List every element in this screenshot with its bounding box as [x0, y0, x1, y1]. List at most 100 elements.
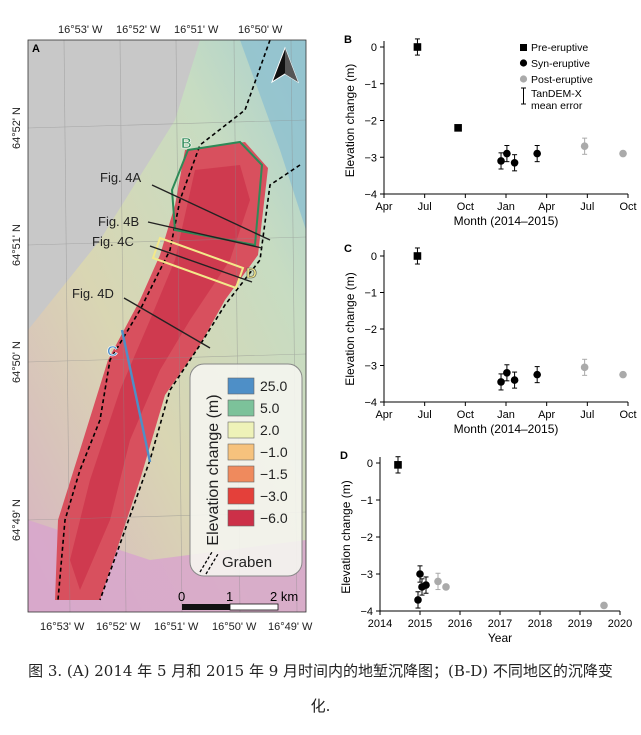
data-point-d-0-0: [394, 461, 402, 469]
data-point-b-1-0: [497, 157, 505, 165]
data-point-b-0-0: [413, 43, 422, 51]
x-tick-label-c-5: Jul: [580, 409, 594, 421]
data-point-c-1-3: [533, 370, 541, 379]
x-tick-label-c-0: Apr: [375, 409, 392, 421]
data-point-b-2-0: [580, 142, 589, 151]
legend-marker-pre: [520, 44, 527, 51]
data-point-c-1-2: [510, 376, 519, 384]
x-tick-label-d-1: 2015: [408, 618, 432, 630]
x-axis-title-c: Month (2014–2015): [454, 422, 559, 436]
lon-label-bottom-3: 16°51' W: [154, 621, 199, 633]
legend-swatch-5: [227, 487, 255, 505]
scale-label-0: 0: [178, 589, 185, 604]
y-tick-label-b-1: −1: [364, 79, 377, 91]
legend-swatch-0: [227, 377, 255, 395]
region-d-label: D: [246, 265, 257, 282]
panel-label-d: D: [340, 450, 348, 462]
y-tick-label-d-0: 0: [367, 458, 373, 470]
legend-marker-syn: [519, 59, 528, 67]
hillshade-gray-area: [28, 40, 200, 330]
legend-swatch-4: [227, 465, 255, 483]
figure-caption-line-1: 图 3. (A) 2014 年 5 月和 2015 年 9 月时间内的地堑沉降图…: [28, 662, 613, 680]
legend-graben-label: Graben: [222, 554, 272, 571]
y-tick-label-b-0: 0: [371, 42, 377, 54]
y-tick-label-c-0: 0: [371, 251, 377, 263]
x-tick-label-d-3: 2017: [488, 618, 512, 630]
y-axis-title-c: Elevation change (m): [343, 272, 357, 385]
x-tick-label-b-5: Jul: [580, 201, 594, 213]
legend-value-4: −1.5: [260, 466, 288, 482]
graben-boundary-east: [99, 164, 301, 601]
elevation-change-map: A 16°53' W 16°52' W 16°51' W 16°50' W 16…: [11, 24, 313, 633]
y-tick-label-b-3: −3: [364, 152, 377, 164]
legend-title: Elevation change (m): [205, 394, 222, 545]
panel-label-b: B: [344, 34, 352, 46]
y-tick-label-c-3: −3: [364, 361, 377, 373]
y-tick-label-d-2: −2: [360, 532, 373, 544]
lat-label-3: 64°50' N: [11, 341, 23, 383]
data-point-c-2-1: [619, 370, 627, 379]
legend-value-0: 25.0: [260, 378, 287, 394]
lon-label-top-4: 16°50' W: [238, 24, 283, 36]
data-point-c-0-0: [413, 252, 422, 260]
x-tick-label-b-2: Oct: [457, 201, 474, 213]
profile-labels: Fig. 4A Fig. 4B Fig. 4C Fig. 4D: [72, 170, 142, 301]
scale-label-1: 1: [226, 589, 233, 604]
data-point-c-2-0: [580, 363, 589, 372]
graben-legend-symbol: [199, 551, 213, 573]
legend-value-6: −6.0: [260, 510, 288, 526]
x-tick-label-d-0: 2014: [368, 618, 392, 630]
y-axis-title-b: Elevation change (m): [343, 64, 357, 177]
x-tick-label-c-1: Jul: [418, 409, 432, 421]
region-c-label: C: [107, 343, 118, 360]
lon-label-bottom-2: 16°52' W: [96, 621, 141, 633]
y-tick-label-b-4: −4: [364, 189, 377, 201]
fig-4d-label: Fig. 4D: [72, 286, 114, 301]
x-tick-label-c-4: Apr: [538, 409, 555, 421]
fig-4b-label: Fig. 4B: [98, 214, 139, 229]
panel-label-a: A: [32, 43, 40, 55]
map-coordinate-labels: 16°53' W 16°52' W 16°51' W 16°50' W 16°5…: [11, 24, 313, 633]
scale-bar: 0 1 2 km: [178, 589, 298, 611]
data-point-b-1-1: [503, 149, 511, 158]
x-tick-label-b-6: Oct: [619, 201, 636, 213]
y-tick-label-b-2: −2: [364, 116, 377, 128]
x-tick-label-b-1: Jul: [418, 201, 432, 213]
x-tick-label-c-6: Oct: [619, 409, 636, 421]
legend-value-3: −1.0: [260, 444, 288, 460]
legend-swatch-3: [227, 443, 255, 461]
data-point-d-2-0: [434, 577, 442, 586]
legend-value-2: 2.0: [260, 422, 280, 438]
data-point-d-2-2: [600, 601, 608, 610]
x-tick-label-d-2: 2016: [448, 618, 472, 630]
x-tick-label-d-5: 2019: [568, 618, 592, 630]
scale-label-2: 2 km: [270, 589, 298, 604]
fig-4c-label: Fig. 4C: [92, 234, 134, 249]
lat-label-4: 64°49' N: [11, 499, 23, 541]
legend-value-5: −3.0: [260, 488, 288, 504]
chart-b-legend: Pre-eruptive Syn-eruptive Post-eruptive …: [519, 42, 593, 112]
x-tick-label-d-4: 2018: [528, 618, 552, 630]
region-b-outline: [170, 140, 264, 247]
x-tick-label-b-4: Apr: [538, 201, 555, 213]
legend-marker-post: [519, 75, 528, 83]
figure-caption-line-2: 化.: [310, 697, 331, 715]
y-tick-label-c-1: −1: [364, 288, 377, 300]
legend-value-1: 5.0: [260, 400, 280, 416]
y-tick-label-c-2: −2: [364, 324, 377, 336]
lon-label-top-3: 16°51' W: [174, 24, 219, 36]
fig-4a-label: Fig. 4A: [100, 170, 142, 185]
x-tick-label-b-3: Jan: [497, 201, 515, 213]
lon-label-top-1: 16°53' W: [58, 24, 103, 36]
x-tick-label-c-3: Jan: [497, 409, 515, 421]
region-b-label: B: [181, 135, 192, 152]
lon-label-top-2: 16°52' W: [116, 24, 161, 36]
graben-deep-area: [70, 165, 250, 590]
y-tick-label-c-4: −4: [364, 397, 377, 409]
data-point-d-1-0: [414, 596, 422, 604]
data-point-c-1-1: [503, 369, 511, 377]
legend-syn-eruptive: Syn-eruptive: [531, 58, 590, 70]
